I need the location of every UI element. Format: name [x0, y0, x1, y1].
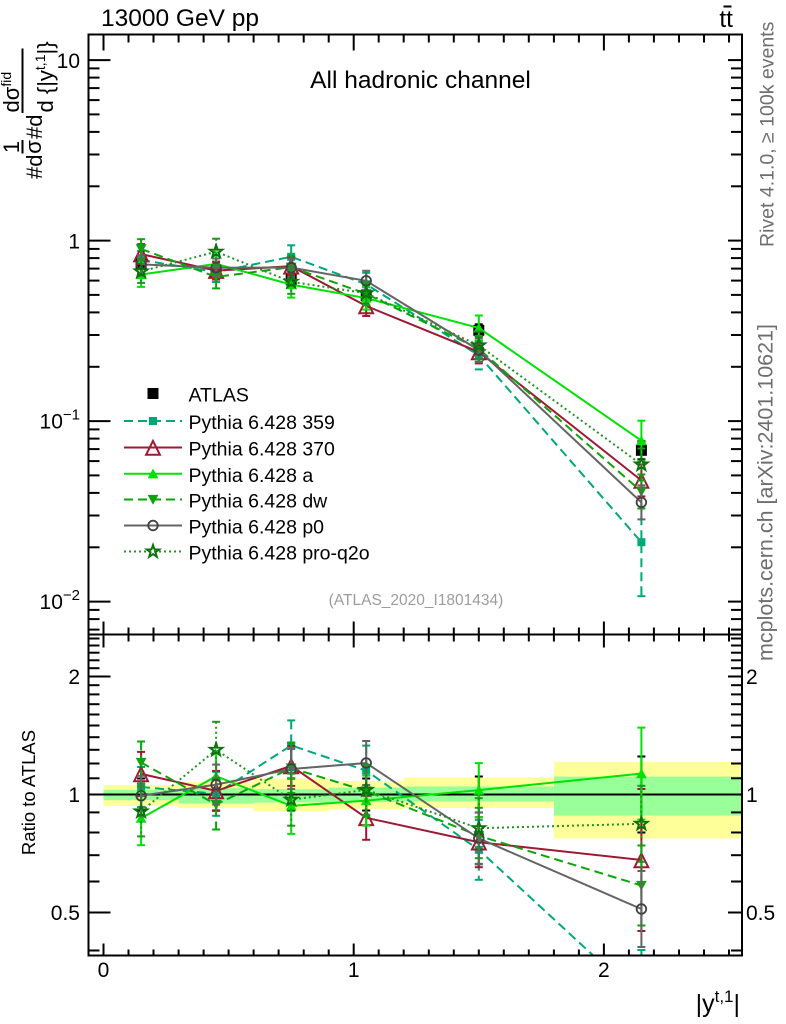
svg-text:0: 0	[98, 959, 110, 982]
svg-text:2: 2	[68, 666, 80, 689]
svg-text:#d: #d	[22, 115, 47, 139]
svg-text:2: 2	[746, 666, 758, 689]
svg-text:#d: #d	[22, 155, 47, 179]
svg-text:0.5: 0.5	[51, 902, 80, 925]
svg-text:1: 1	[68, 784, 80, 807]
svg-text:d {|yt,1|}: d {|yt,1|}	[32, 41, 58, 112]
svg-text:10: 10	[57, 50, 80, 73]
svg-text:dσfid: dσfid	[0, 72, 24, 113]
svg-text:All hadronic channel: All hadronic channel	[310, 67, 531, 94]
svg-text:Pythia 6.428 dw: Pythia 6.428 dw	[189, 491, 329, 513]
svg-text:|yt,1|: |yt,1|	[696, 987, 740, 1018]
svg-text:Pythia 6.428 359: Pythia 6.428 359	[189, 412, 335, 434]
svg-text:Rivet 4.1.0, ≥ 100k events: Rivet 4.1.0, ≥ 100k events	[757, 21, 779, 247]
svg-text:0.5: 0.5	[746, 902, 775, 925]
svg-text:1: 1	[348, 959, 360, 982]
svg-text:Pythia 6.428 p0: Pythia 6.428 p0	[189, 517, 325, 539]
svg-text:mcplots.cern.ch [arXiv:2401.10: mcplots.cern.ch [arXiv:2401.10621]	[754, 324, 778, 661]
svg-text:tt: tt	[719, 6, 733, 33]
svg-text:13000 GeV pp: 13000 GeV pp	[101, 5, 259, 32]
svg-text:Pythia 6.428 a: Pythia 6.428 a	[189, 465, 314, 487]
svg-text:Pythia 6.428 370: Pythia 6.428 370	[189, 439, 336, 461]
svg-text:ATLAS: ATLAS	[189, 385, 249, 407]
svg-text:Ratio to ATLAS: Ratio to ATLAS	[18, 730, 39, 855]
svg-text:(ATLAS_2020_I1801434): (ATLAS_2020_I1801434)	[329, 592, 504, 609]
svg-text:1: 1	[0, 141, 24, 153]
svg-text:Pythia 6.428 pro-q2o: Pythia 6.428 pro-q2o	[189, 543, 370, 565]
svg-text:1: 1	[68, 231, 80, 254]
svg-text:2: 2	[598, 959, 610, 982]
svg-text:1: 1	[746, 784, 758, 807]
svg-text:σ: σ	[21, 140, 46, 154]
